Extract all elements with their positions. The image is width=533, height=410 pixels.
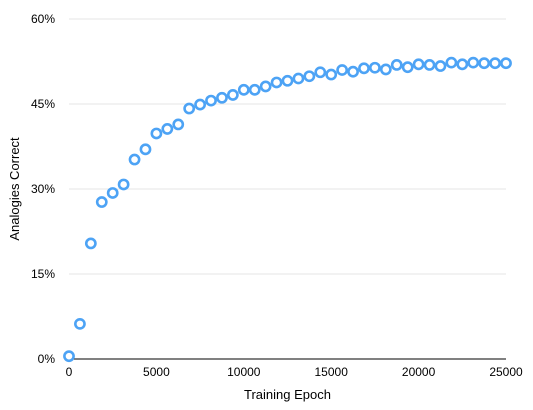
data-point: [117, 178, 130, 191]
data-point: [303, 70, 316, 83]
data-point: [63, 350, 75, 363]
data-point: [226, 89, 239, 101]
data-point: [325, 68, 338, 81]
data-point: [281, 74, 294, 87]
data-point: [248, 83, 261, 96]
data-point: [390, 59, 403, 71]
data-point: [216, 91, 228, 104]
data-point: [183, 102, 196, 115]
data-point: [292, 72, 305, 85]
data-point: [314, 66, 327, 79]
data-point: [434, 60, 447, 72]
x-tick-label: 0: [66, 365, 73, 379]
data-point: [205, 94, 217, 107]
y-axis-title: Analogies Correct: [7, 137, 22, 241]
y-axis-ticks: 0% 15% 30% 45% 60%: [31, 12, 55, 366]
data-point: [467, 56, 480, 69]
data-point: [456, 58, 469, 71]
data-point: [270, 76, 283, 89]
data-point: [95, 196, 108, 208]
data-point: [368, 61, 381, 74]
x-tick-label: 20000: [402, 365, 436, 379]
data-point: [336, 64, 349, 76]
data-point: [139, 143, 152, 156]
y-tick-label: 60%: [31, 12, 55, 26]
y-tick-label: 15%: [31, 267, 55, 281]
data-point: [106, 187, 119, 199]
data-point: [401, 61, 414, 74]
x-tick-label: 25000: [489, 365, 523, 379]
data-point: [237, 83, 250, 96]
y-tick-label: 30%: [31, 182, 55, 196]
data-point: [259, 80, 272, 93]
x-axis-title: Training Epoch: [244, 387, 331, 402]
x-tick-label: 10000: [227, 365, 261, 379]
x-tick-label: 5000: [143, 365, 170, 379]
data-point: [128, 153, 141, 166]
data-point: [379, 63, 392, 76]
y-tick-label: 0%: [38, 352, 56, 366]
gridlines: [69, 18, 506, 275]
data-points: [63, 56, 512, 363]
data-point: [347, 65, 359, 78]
data-point: [423, 59, 436, 71]
data-point: [172, 118, 185, 131]
data-point: [74, 317, 86, 330]
data-point: [478, 57, 491, 70]
data-point: [150, 127, 163, 140]
data-point: [489, 57, 501, 70]
data-point: [161, 123, 174, 135]
data-point: [445, 56, 458, 69]
x-axis-ticks: 0 5000 10000 15000 20000 25000: [66, 365, 523, 379]
data-point: [84, 237, 97, 250]
data-point: [500, 57, 512, 70]
data-point: [358, 62, 370, 75]
y-tick-label: 45%: [31, 97, 55, 111]
x-tick-label: 15000: [315, 365, 349, 379]
data-point: [412, 58, 425, 71]
data-point: [194, 98, 206, 111]
